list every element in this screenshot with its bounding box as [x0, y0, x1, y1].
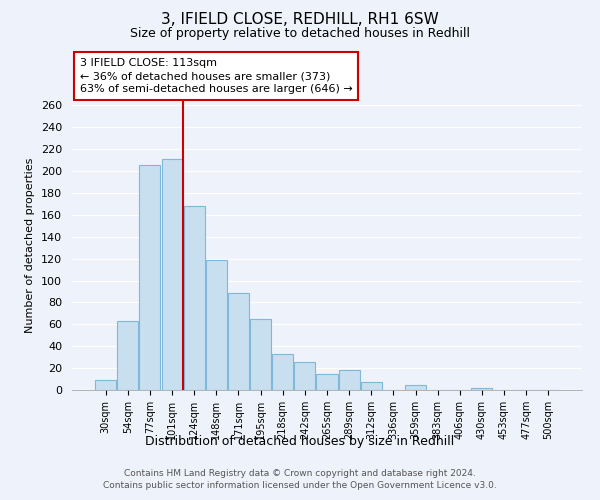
Bar — [184, 206, 205, 390]
Bar — [139, 164, 160, 390]
Y-axis label: Number of detached properties: Number of detached properties — [25, 158, 35, 332]
Bar — [228, 292, 249, 390]
Bar — [250, 319, 271, 390]
Text: 3, IFIELD CLOSE, REDHILL, RH1 6SW: 3, IFIELD CLOSE, REDHILL, RH1 6SW — [161, 12, 439, 28]
Bar — [472, 388, 493, 390]
Bar — [338, 370, 359, 390]
Bar — [316, 374, 338, 390]
Bar — [95, 380, 116, 390]
Text: 3 IFIELD CLOSE: 113sqm
← 36% of detached houses are smaller (373)
63% of semi-de: 3 IFIELD CLOSE: 113sqm ← 36% of detached… — [80, 58, 352, 94]
Bar — [161, 159, 182, 390]
Bar — [405, 384, 426, 390]
Bar — [361, 382, 382, 390]
Bar — [206, 260, 227, 390]
Bar — [295, 362, 316, 390]
Text: Size of property relative to detached houses in Redhill: Size of property relative to detached ho… — [130, 28, 470, 40]
Text: Contains HM Land Registry data © Crown copyright and database right 2024.
Contai: Contains HM Land Registry data © Crown c… — [103, 468, 497, 490]
Bar — [272, 354, 293, 390]
Bar — [118, 321, 139, 390]
Text: Distribution of detached houses by size in Redhill: Distribution of detached houses by size … — [145, 435, 455, 448]
